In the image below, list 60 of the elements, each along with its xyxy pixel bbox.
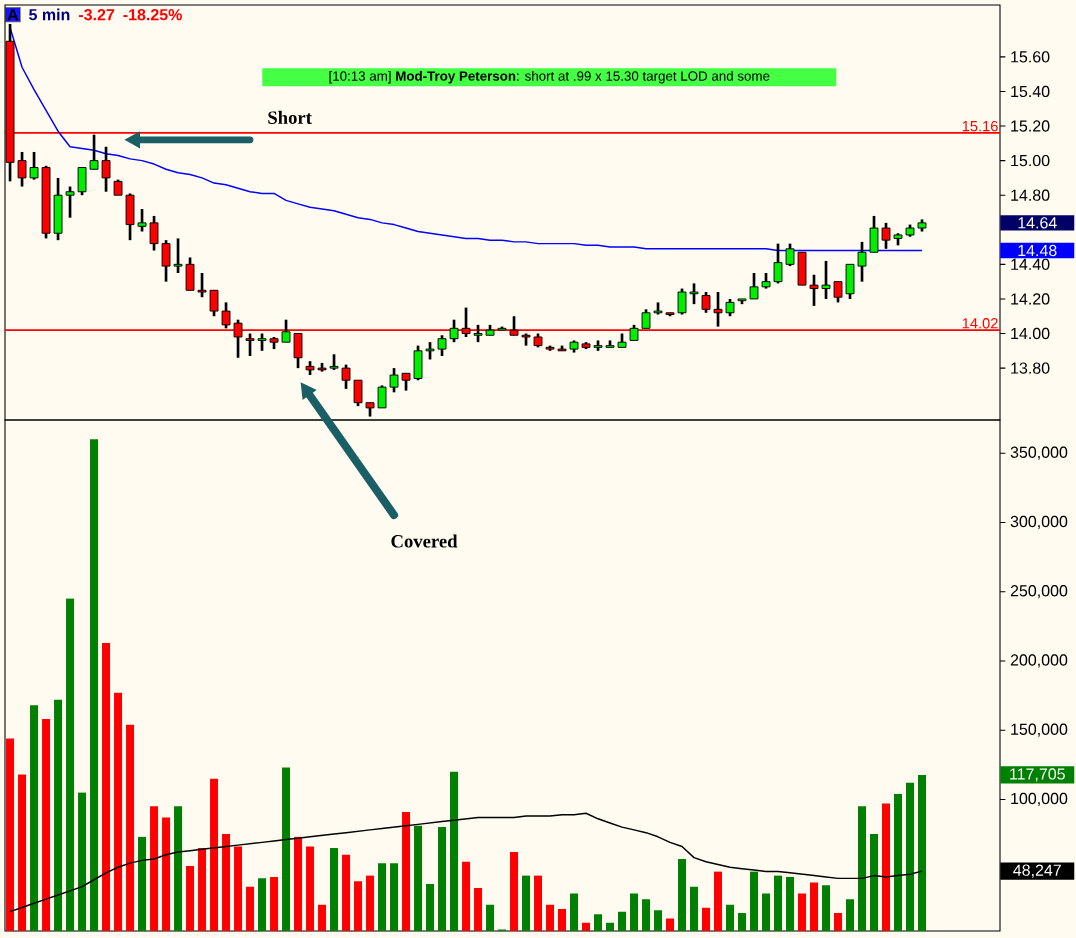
candlestick	[773, 242, 783, 285]
y-tick-label: 13.80	[1011, 362, 1050, 374]
y-tick-label: 350,000	[1010, 446, 1068, 460]
candlestick	[821, 259, 831, 301]
candlestick	[881, 221, 891, 251]
candlestick	[245, 332, 255, 358]
annotation: Covered	[391, 534, 458, 548]
candlestick	[101, 145, 111, 194]
y-tick-label: 300,000	[1010, 515, 1068, 530]
candlestick	[173, 237, 183, 275]
candlestick	[857, 240, 867, 283]
annotation: Short	[268, 110, 312, 124]
y-tick-label: 150,000	[1011, 723, 1068, 737]
candlestick	[689, 282, 699, 306]
candlestick	[833, 280, 843, 304]
annotation: A	[7, 9, 19, 21]
y-tick-label: 14.40	[1011, 258, 1050, 271]
candlestick	[785, 242, 795, 268]
candlestick	[209, 288, 219, 318]
candlestick	[701, 290, 711, 315]
candlestick	[161, 238, 171, 283]
y-tick-label: 15.40	[1011, 85, 1050, 98]
text: 14.64	[1018, 217, 1057, 229]
text: 14.48	[1018, 244, 1057, 257]
y-tick-label: 14.80	[1011, 189, 1050, 201]
annotation: [10:13 am] Mod-Troy Peterson: short at .99 x 15.30 target LOD and some	[329, 70, 770, 84]
candlestick	[389, 366, 399, 394]
candlestick	[65, 185, 75, 220]
annotation: -18.25%	[123, 9, 182, 21]
candlestick	[749, 271, 759, 301]
y-tick-label: 15.00	[1011, 154, 1050, 167]
candlestick	[713, 290, 723, 328]
ref-line-label: 14.02	[962, 318, 998, 329]
candlestick	[641, 307, 651, 330]
y-tick-label: 100,000	[1011, 792, 1068, 807]
candlestick	[341, 363, 351, 391]
text: 48,247	[1013, 864, 1061, 878]
y-tick-label: 15.20	[1011, 120, 1050, 132]
y-tick-label: 14.00	[1011, 327, 1050, 340]
candlestick	[89, 133, 99, 171]
candlestick	[149, 214, 159, 252]
y-tick-label: 15.60	[1011, 51, 1050, 63]
annotation: -3.27	[78, 9, 115, 21]
candlestick	[377, 384, 387, 410]
text: 117,705	[1010, 768, 1065, 782]
candlestick	[449, 318, 459, 344]
candlestick	[809, 273, 819, 308]
candlestick	[281, 318, 291, 344]
y-tick-label: 200,000	[1010, 654, 1068, 668]
candlestick	[17, 150, 27, 188]
chart-title: 5 min	[29, 8, 70, 21]
candlestick	[677, 287, 687, 316]
y-tick-label: 14.20	[1011, 293, 1050, 305]
candlestick	[137, 207, 147, 233]
candlestick	[29, 150, 39, 181]
candlestick	[437, 333, 447, 358]
y-tick-label: 250,000	[1010, 585, 1068, 599]
ref-line-label: 15.16	[962, 120, 998, 132]
candlestick	[353, 378, 363, 408]
candlestick	[197, 271, 207, 299]
